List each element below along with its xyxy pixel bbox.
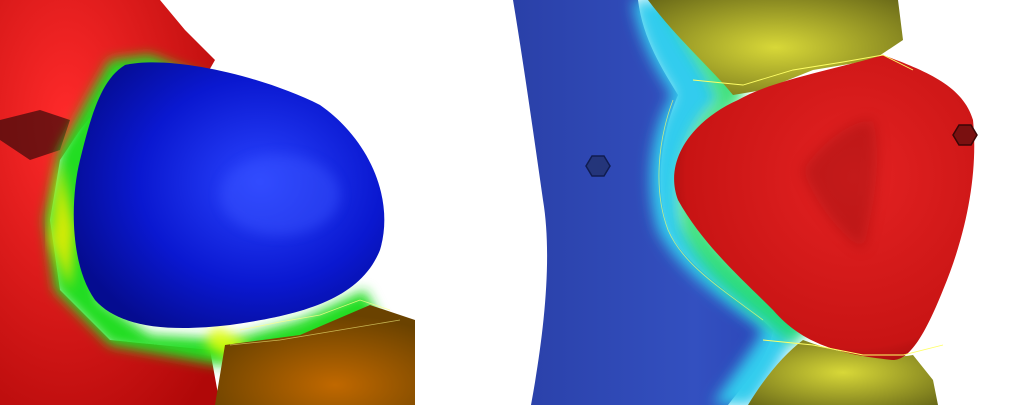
contour-line	[692, 54, 914, 86]
left-render-panel	[0, 0, 415, 405]
right-surface-render	[513, 0, 978, 405]
blue-highlight	[220, 155, 340, 235]
shadow-region	[0, 110, 70, 160]
orange-region	[215, 305, 415, 405]
interface-band	[50, 160, 75, 290]
contour-line	[658, 99, 764, 321]
yellow-top-region	[648, 0, 903, 95]
red-fold	[803, 120, 878, 250]
blue-region	[513, 0, 773, 405]
contour-line	[229, 319, 401, 346]
left-surface-render	[0, 0, 415, 405]
hexagon-marker	[952, 124, 978, 146]
hexagon-marker	[585, 155, 611, 177]
contour-line	[239, 299, 391, 331]
contour-line	[762, 339, 944, 356]
interface-band	[663, 0, 813, 345]
red-region	[0, 0, 220, 405]
yellow-bottom-region	[748, 340, 938, 405]
right-render-panel	[513, 0, 1009, 405]
